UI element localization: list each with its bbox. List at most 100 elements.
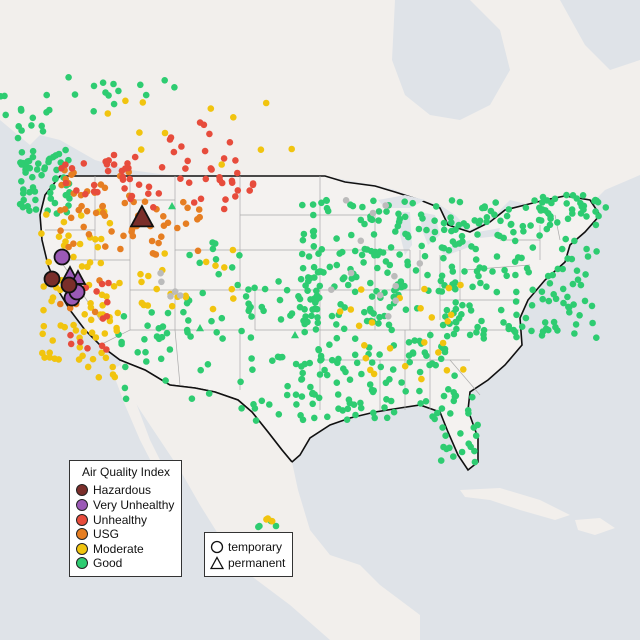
monitor-site-marker — [460, 366, 467, 373]
monitor-site-marker — [32, 206, 40, 213]
monitor-site-marker — [355, 322, 363, 330]
monitor-site-marker — [423, 226, 430, 234]
us-mexico-border — [119, 359, 293, 463]
monitor-site-marker — [572, 321, 580, 328]
monitor-site-marker — [457, 430, 464, 437]
monitor-site-marker — [155, 190, 163, 197]
monitor-site-marker — [444, 318, 452, 325]
monitor-site-marker — [554, 219, 561, 226]
monitor-site-marker — [17, 105, 25, 113]
monitor-site-marker — [505, 206, 513, 213]
monitor-site-marker — [145, 272, 152, 280]
monitor-site-marker — [26, 188, 33, 196]
monitor-site-marker — [19, 190, 27, 197]
monitor-site-marker — [62, 191, 70, 199]
monitor-site-marker — [184, 329, 191, 336]
monitor-site-marker — [592, 196, 599, 204]
monitor-site-marker — [411, 337, 419, 344]
legend-label: Very Unhealthy — [93, 498, 175, 512]
monitor-site-marker — [65, 243, 72, 251]
monitor-site-marker — [110, 80, 117, 88]
monitor-site-marker — [451, 284, 458, 292]
monitor-site-marker — [554, 265, 562, 273]
monitor-site-marker — [215, 270, 222, 278]
monitor-site-marker — [157, 269, 164, 277]
monitor-site-marker — [452, 241, 459, 248]
monitor-site-marker — [429, 235, 437, 243]
monitor-site-marker — [478, 317, 485, 325]
monitor-site-marker — [474, 231, 481, 238]
monitor-site-marker — [301, 360, 309, 368]
monitor-site-marker — [161, 77, 168, 84]
monitor-site-marker — [138, 278, 145, 286]
monitor-site-marker — [295, 293, 302, 300]
monitor-site-marker — [424, 271, 431, 279]
monitor-site-marker — [199, 289, 206, 297]
monitor-site-marker — [395, 210, 402, 218]
monitor-site-marker — [551, 195, 559, 203]
monitor-site-marker — [528, 302, 536, 309]
monitor-site-marker — [101, 330, 109, 337]
monitor-site-marker — [335, 405, 342, 413]
monitor-site-marker — [326, 263, 334, 271]
monitor-site-marker — [194, 247, 202, 255]
monitor-site-marker — [49, 337, 56, 344]
monitor-site-marker — [124, 160, 131, 167]
monitor-site-marker — [190, 199, 198, 206]
monitor-site-marker — [314, 319, 322, 327]
monitor-site-marker — [68, 165, 76, 172]
monitor-site-marker — [70, 321, 77, 329]
monitor-site-marker — [39, 330, 46, 338]
monitor-site-marker — [371, 414, 379, 422]
monitor-site-marker — [417, 400, 424, 407]
monitor-site-marker — [416, 387, 423, 395]
legend-label: Good — [93, 556, 123, 570]
monitor-site-marker — [388, 326, 396, 334]
monitor-site-marker — [404, 261, 412, 269]
monitor-site-marker — [539, 199, 546, 206]
monitor-site-marker — [442, 432, 449, 440]
monitor-site-marker — [311, 414, 318, 422]
monitor-site-marker — [313, 287, 320, 295]
monitor-site-marker — [401, 362, 409, 370]
monitor-site-marker — [418, 375, 425, 383]
monitor-site-marker — [288, 145, 296, 153]
monitor-site-marker — [234, 281, 241, 289]
monitor-site-marker — [309, 201, 317, 208]
monitor-site-marker — [324, 413, 331, 421]
monitor-site-marker — [182, 165, 189, 172]
monitor-site-marker — [304, 287, 311, 295]
monitor-site-marker — [22, 169, 29, 176]
monitor-site-marker — [333, 379, 341, 387]
monitor-site-marker — [185, 179, 193, 186]
monitor-site-marker — [257, 146, 265, 153]
monitor-site-marker — [318, 199, 325, 207]
monitor-site-marker — [501, 266, 508, 274]
monitor-site-marker — [220, 205, 228, 213]
monitor-site-marker — [568, 255, 576, 263]
monitor-site-marker — [16, 200, 24, 208]
monitor-site-marker — [292, 360, 300, 368]
monitor-site-marker — [513, 288, 520, 296]
monitor-site-marker — [367, 366, 374, 374]
monitor-site-marker — [126, 175, 134, 183]
monitor-site-marker — [545, 326, 552, 334]
legend-item-good: Good — [76, 556, 122, 570]
monitor-site-marker — [90, 188, 98, 195]
moderate-swatch — [76, 543, 88, 555]
monitor-site-marker — [76, 240, 84, 248]
monitor-site-marker — [261, 285, 269, 293]
monitor-site-marker — [359, 203, 366, 211]
monitor-site-marker — [122, 395, 130, 403]
monitor-site-marker — [103, 313, 111, 320]
monitor-site-marker — [401, 213, 409, 221]
monitor-site-marker — [426, 361, 433, 369]
monitor-site-marker — [312, 326, 320, 333]
monitor-site-marker — [108, 228, 115, 235]
monitor-site-marker — [194, 216, 201, 223]
monitor-site-marker — [157, 355, 165, 363]
monitor-site-marker — [72, 327, 80, 334]
monitor-site-marker — [472, 432, 480, 440]
monitor-site-marker — [466, 302, 473, 309]
usg-swatch — [76, 528, 88, 540]
